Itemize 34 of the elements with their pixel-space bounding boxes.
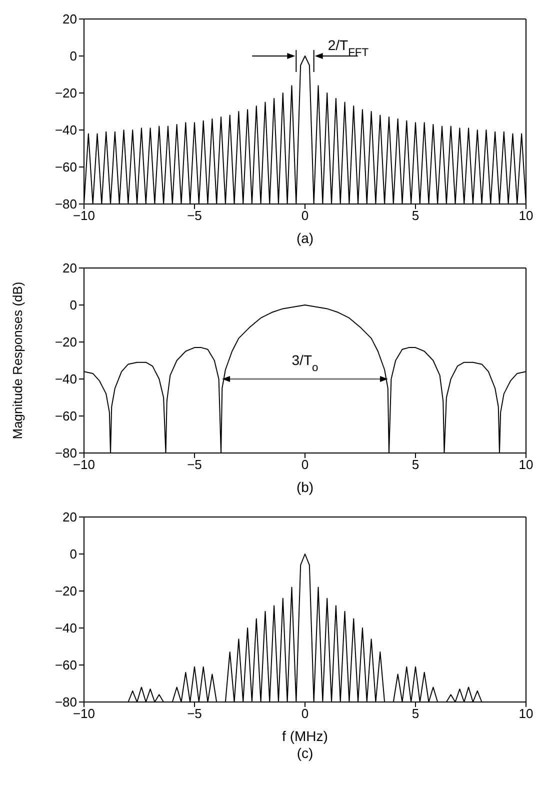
- x-tick-label: −5: [187, 706, 202, 722]
- y-tick-label: −40: [54, 620, 77, 636]
- y-tick-label: −40: [54, 122, 77, 138]
- x-tick-label: 5: [412, 208, 420, 224]
- y-tick-label: −20: [54, 334, 77, 350]
- y-tick-label: 20: [62, 260, 77, 276]
- text: (a): [295, 230, 315, 247]
- x-tick-label: 10: [518, 208, 534, 224]
- y-axis-title: Magnitude Responses (dB): [10, 282, 25, 440]
- x-tick-label: 5: [412, 457, 420, 472]
- y-tick-label: 0: [70, 546, 77, 562]
- x-tick-label: −5: [187, 457, 202, 472]
- x-axis-title: f (MHz): [281, 728, 329, 745]
- y-tick-label: −60: [54, 658, 77, 673]
- x-tick-label: 5: [412, 706, 420, 722]
- text: (c): [296, 745, 314, 762]
- x-tick-label: 10: [518, 706, 534, 722]
- y-tick-label: −20: [54, 584, 77, 599]
- annotation: 2/T$_{FFT}$: [328, 37, 369, 59]
- y-tick-label: −60: [54, 160, 77, 175]
- y-tick-label: 0: [70, 48, 77, 64]
- x-tick-label: 0: [301, 706, 309, 722]
- x-tick-label: 0: [301, 208, 309, 224]
- y-tick-label: 20: [62, 12, 77, 27]
- text: (b): [295, 479, 315, 496]
- y-tick-label: 0: [70, 298, 77, 313]
- x-tick-label: 10: [518, 457, 534, 472]
- y-tick-label: −20: [54, 86, 77, 101]
- y-tick-label: −60: [54, 408, 77, 424]
- x-tick-label: 0: [301, 457, 309, 472]
- annotation: 3/T$_{o}$: [292, 352, 318, 374]
- x-tick-label: −5: [187, 208, 202, 224]
- y-tick-label: 20: [62, 510, 77, 525]
- y-tick-label: −40: [54, 372, 77, 387]
